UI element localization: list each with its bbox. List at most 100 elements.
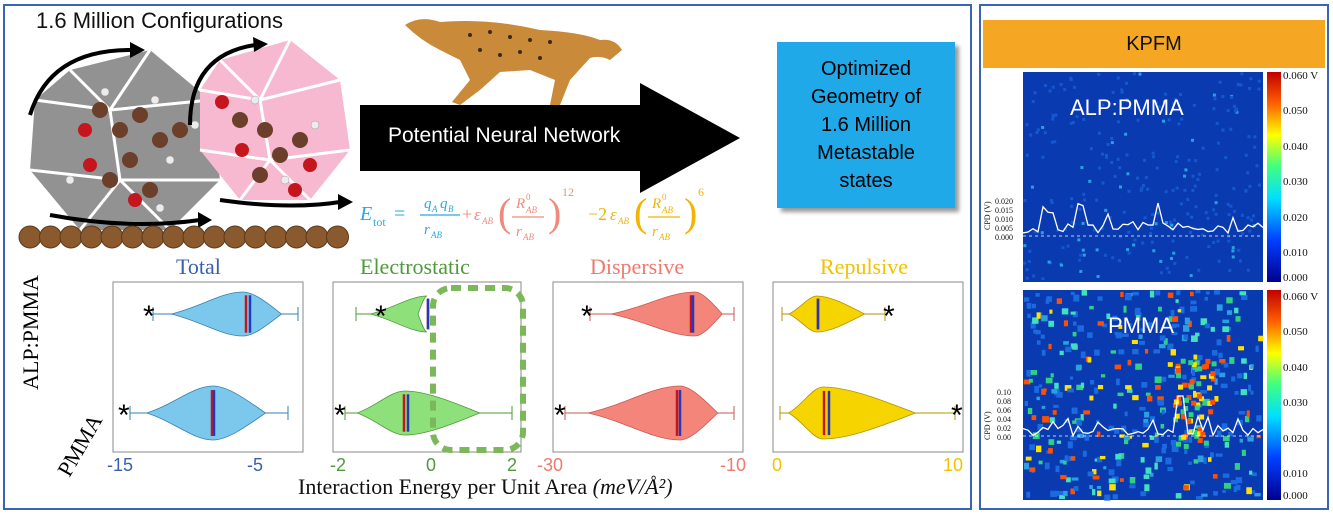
- map-hotspot: [1188, 360, 1194, 366]
- map-speckle: [1089, 379, 1095, 385]
- map-speckle: [1226, 202, 1230, 206]
- map-speckle: [1171, 316, 1179, 322]
- cbar-bottom-tick: 0.030: [1283, 397, 1308, 409]
- map-speckle: [1116, 459, 1122, 467]
- map-speckle: [1131, 339, 1138, 345]
- map-speckle: [1080, 166, 1084, 170]
- map-speckle: [1089, 395, 1094, 401]
- map-speckle: [1240, 213, 1244, 217]
- map-speckle: [1070, 204, 1074, 208]
- map-speckle: [1145, 467, 1152, 474]
- map-speckle: [1249, 77, 1253, 81]
- map-speckle: [1033, 230, 1037, 234]
- map-speckle: [1067, 388, 1074, 393]
- map-hotspot: [1188, 429, 1194, 435]
- map-hotspot: [1175, 395, 1181, 401]
- map-speckle: [1253, 135, 1257, 139]
- map-speckle: [1227, 239, 1231, 243]
- cbar-bottom-tick: 0.020: [1283, 433, 1308, 445]
- map-speckle: [1103, 253, 1107, 257]
- cbar-bottom-tick: 0.060 V: [1283, 291, 1319, 303]
- map-speckle: [1080, 414, 1084, 421]
- svg-text:r: r: [652, 224, 658, 240]
- map-speckle: [1247, 437, 1254, 442]
- map-speckle: [1155, 384, 1161, 390]
- map-speckle: [1035, 230, 1039, 234]
- map-speckle: [1139, 188, 1143, 192]
- map-speckle: [1200, 375, 1207, 380]
- map-hotspot: [1194, 405, 1200, 411]
- map-speckle: [1178, 93, 1182, 97]
- map-hotspot: [1188, 412, 1194, 418]
- map-speckle: [1108, 216, 1112, 220]
- map-speckle: [1045, 298, 1050, 304]
- map-speckle: [1150, 240, 1154, 244]
- map-speckle: [1231, 246, 1235, 250]
- map-speckle: [1188, 230, 1192, 234]
- map-speckle: [1171, 239, 1175, 243]
- map-speckle: [1077, 325, 1084, 332]
- map-speckle: [1167, 343, 1174, 351]
- map-speckle: [1026, 369, 1032, 377]
- map-speckle: [1098, 166, 1102, 170]
- map-speckle: [1123, 436, 1130, 441]
- map-speckle: [1115, 453, 1122, 460]
- map-speckle: [1082, 117, 1086, 121]
- svg-text:AB: AB: [481, 216, 493, 226]
- map-speckle: [1204, 211, 1208, 215]
- map-speckle: [1125, 385, 1132, 390]
- map-speckle: [1047, 260, 1051, 264]
- map-speckle: [1059, 495, 1065, 500]
- map-speckle: [1112, 315, 1118, 321]
- map-speckle: [1087, 357, 1092, 363]
- map-speckle: [1157, 105, 1161, 109]
- map-speckle: [1234, 307, 1239, 314]
- map-speckle: [1189, 274, 1193, 278]
- map-speckle: [1072, 85, 1076, 89]
- map-speckle: [1078, 258, 1082, 262]
- violin-body: [170, 291, 283, 337]
- cbar-bottom-tick: 0.040: [1283, 362, 1308, 374]
- map-speckle: [1235, 477, 1243, 484]
- map-hotspot: [1208, 409, 1214, 415]
- map-speckle: [1152, 249, 1156, 253]
- tick-disp-1: -30: [537, 455, 564, 475]
- map-speckle: [1194, 205, 1198, 209]
- map-speckle: [1093, 228, 1097, 232]
- map-speckle: [1084, 434, 1090, 441]
- map-speckle: [1233, 486, 1237, 492]
- map-speckle: [1040, 231, 1044, 235]
- map-speckle: [1257, 87, 1261, 91]
- map-speckle: [1033, 91, 1037, 95]
- map-speckle: [1104, 208, 1108, 212]
- map-speckle: [1161, 447, 1166, 454]
- map-speckle: [1170, 440, 1177, 446]
- map-speckle: [1041, 277, 1045, 281]
- map-speckle: [1144, 106, 1148, 110]
- svg-text:q: q: [424, 196, 432, 212]
- map-speckle: [1109, 484, 1116, 491]
- map-speckle: [1177, 309, 1182, 313]
- map-hotspot: [1186, 419, 1192, 425]
- map-speckle: [1072, 331, 1077, 337]
- map-speckle: [1226, 334, 1231, 342]
- map-speckle: [1241, 449, 1246, 456]
- map-speckle: [1246, 171, 1250, 175]
- cbar-top-tick: 0.030: [1283, 176, 1308, 188]
- map-speckle: [1044, 84, 1048, 88]
- map-speckle: [1154, 462, 1158, 470]
- map-speckle: [1183, 188, 1187, 192]
- map-speckle: [1082, 192, 1086, 196]
- map-speckle: [1150, 226, 1154, 230]
- map-speckle: [1179, 306, 1185, 314]
- map-speckle: [1030, 185, 1034, 189]
- map-speckle: [1038, 384, 1043, 388]
- map-speckle: [1154, 437, 1159, 443]
- map-speckle: [1063, 320, 1068, 327]
- map-speckle: [1205, 323, 1210, 329]
- map-speckle: [1186, 212, 1190, 216]
- map-speckle: [1111, 90, 1115, 94]
- map-speckle: [1204, 296, 1208, 301]
- map-speckle: [1250, 218, 1254, 222]
- map-speckle: [1124, 293, 1132, 301]
